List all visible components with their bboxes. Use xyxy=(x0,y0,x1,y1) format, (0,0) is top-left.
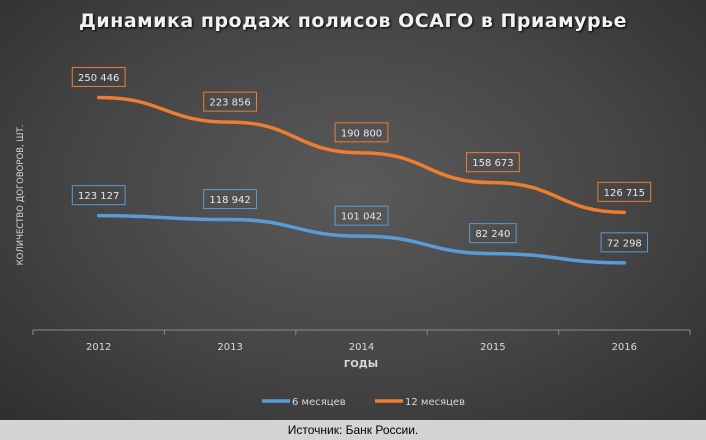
data-point xyxy=(228,120,232,124)
data-point xyxy=(491,252,495,256)
x-tick-label: 2012 xyxy=(86,342,111,353)
data-label-box xyxy=(203,189,257,210)
data-label: 82 240 xyxy=(475,229,510,240)
data-label: 223 856 xyxy=(209,98,250,109)
data-label: 118 942 xyxy=(209,195,250,206)
data-label: 126 715 xyxy=(604,188,645,199)
data-label-box xyxy=(203,91,257,112)
source-note: Источник: Банк России. xyxy=(0,420,706,440)
data-label-box xyxy=(600,232,648,253)
x-tick-label: 2015 xyxy=(480,342,505,353)
data-label: 101 042 xyxy=(341,212,382,223)
data-label-box xyxy=(597,181,652,202)
data-label-box xyxy=(466,152,520,173)
data-point xyxy=(228,218,232,222)
data-point xyxy=(622,210,626,214)
data-label-box xyxy=(469,223,517,244)
data-label-box xyxy=(71,185,126,206)
data-label: 158 673 xyxy=(472,158,513,169)
data-point xyxy=(360,234,363,238)
chart-svg: КОЛИЧЕСТВО ДОГОВОРОВ, ШТ. ГОДЫ 2012 2013 2… xyxy=(16,66,691,408)
data-label-box xyxy=(334,122,389,143)
legend-label: 12 месяцев xyxy=(405,397,465,408)
chart-title: Динамика продаж полисов ОСАГО в Приамурь… xyxy=(78,10,628,32)
data-label: 72 298 xyxy=(607,238,642,249)
legend-label: 6 месяцев xyxy=(292,397,346,408)
data-point xyxy=(622,261,626,265)
x-axis-label: ГОДЫ xyxy=(344,359,378,370)
data-point xyxy=(97,95,101,99)
data-label-box xyxy=(334,205,389,226)
data-label: 250 446 xyxy=(78,73,119,84)
data-point xyxy=(491,181,495,185)
x-tick-label: 2014 xyxy=(349,342,374,353)
data-label: 123 127 xyxy=(78,191,119,202)
x-tick-label: 2013 xyxy=(217,342,242,353)
series-line-12m xyxy=(96,95,627,215)
y-axis-label: КОЛИЧЕСТВО ДОГОВОРОВ, ШТ. xyxy=(16,125,26,266)
data-label: 190 800 xyxy=(341,128,382,139)
data-label-box xyxy=(71,66,126,87)
data-point xyxy=(360,151,363,155)
series-line-6m xyxy=(96,213,627,265)
x-tick-label: 2016 xyxy=(612,342,637,353)
data-point xyxy=(97,214,101,218)
